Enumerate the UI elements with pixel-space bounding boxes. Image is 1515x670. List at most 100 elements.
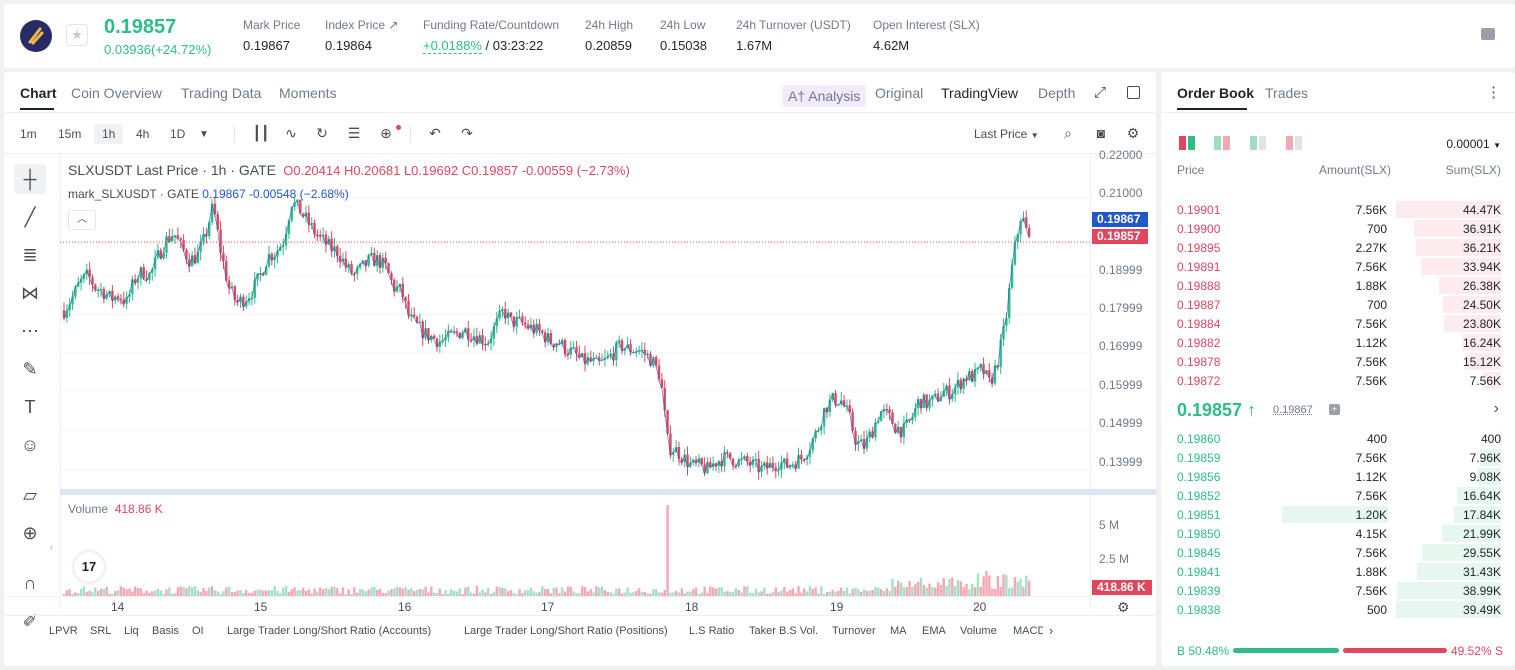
gear-icon[interactable]: ⚙ xyxy=(1126,125,1140,141)
expand-icon[interactable]: ⤢ xyxy=(1094,84,1107,101)
book-icon[interactable] xyxy=(1481,28,1495,40)
view-original[interactable]: Original xyxy=(875,85,924,101)
volume-bar xyxy=(575,593,578,597)
indicator-taker-vol[interactable]: Taker B.S Vol. xyxy=(749,625,819,637)
bid-row[interactable]: 0.19839 7.56K 38.99K xyxy=(1161,581,1515,600)
indicator-ma[interactable]: MA xyxy=(890,625,907,637)
volume-bar xyxy=(623,592,627,597)
indicator-oi[interactable]: OI xyxy=(192,625,204,637)
bid-row[interactable]: 0.19860 400 400 xyxy=(1161,429,1515,448)
bid-row[interactable]: 0.19851 1.20K 17.84K xyxy=(1161,505,1515,524)
view-asks-icon[interactable] xyxy=(1286,136,1302,150)
more-options-icon[interactable]: ⋮ xyxy=(1486,84,1501,101)
indicator-large-trader-accounts[interactable]: Large Trader Long/Short Ratio (Accounts) xyxy=(227,625,432,637)
tab-moments[interactable]: Moments xyxy=(279,85,337,101)
zoom-in-icon[interactable]: ⊕ xyxy=(22,523,38,543)
magnet-icon[interactable]: ∩ xyxy=(23,573,37,593)
bid-row[interactable]: 0.19852 7.56K 16.64K xyxy=(1161,486,1515,505)
channel-icon[interactable]: ⋯ xyxy=(21,321,39,341)
volume-bar xyxy=(692,589,695,597)
pattern-icon[interactable]: ⋈ xyxy=(21,283,39,303)
indicator-ls-ratio[interactable]: L.S Ratio xyxy=(689,625,735,637)
view-both-alt-icon[interactable] xyxy=(1214,136,1230,150)
ask-row[interactable]: 0.19891 7.56K 33.94K xyxy=(1161,257,1515,276)
candle-body xyxy=(504,308,507,319)
bid-row[interactable]: 0.19850 4.15K 21.99K xyxy=(1161,524,1515,543)
indicator-ema[interactable]: EMA xyxy=(922,625,946,637)
view-bids-icon[interactable] xyxy=(1250,136,1266,150)
trendline-icon[interactable]: ╱ xyxy=(24,207,36,227)
candle-type-icon[interactable]: ┃┃ xyxy=(252,125,270,141)
text-icon[interactable]: T xyxy=(24,397,36,417)
indicator-turnover[interactable]: Turnover xyxy=(832,625,876,637)
view-depth[interactable]: Depth xyxy=(1038,85,1076,101)
collapse-legend-icon[interactable]: ︿ xyxy=(68,210,96,230)
indicators-icon[interactable]: ∿ xyxy=(285,125,297,141)
timeframe-1m[interactable]: 1m xyxy=(20,127,37,141)
ask-row[interactable]: 0.19872 7.56K 7.56K xyxy=(1161,371,1515,390)
stat-funding-rate[interactable]: Funding Rate/Countdown +0.0188% / 03:23:… xyxy=(423,18,560,54)
crosshair-icon[interactable]: ┼ xyxy=(14,164,46,194)
ask-row[interactable]: 0.19882 1.12K 16.24K xyxy=(1161,333,1515,352)
ask-row[interactable]: 0.19895 2.27K 36.21K xyxy=(1161,238,1515,257)
candlestick-chart[interactable] xyxy=(60,153,1090,489)
indicator-macd[interactable]: MACD xyxy=(1013,625,1043,637)
view-tradingview[interactable]: TradingView xyxy=(941,85,1019,101)
bid-row[interactable]: 0.19859 7.56K 7.96K xyxy=(1161,448,1515,467)
view-both-icon[interactable] xyxy=(1179,136,1195,150)
indicator-volume[interactable]: Volume xyxy=(960,625,997,637)
timeframe-15m[interactable]: 15m xyxy=(58,127,82,141)
tab-order-book[interactable]: Order Book xyxy=(1177,85,1255,101)
camera-icon[interactable]: ◙ xyxy=(1096,125,1106,141)
ask-row[interactable]: 0.19878 7.56K 15.12K xyxy=(1161,352,1515,371)
ai-analysis-button[interactable]: A† Analysis xyxy=(782,85,867,107)
ask-row[interactable]: 0.19901 7.56K 44.47K xyxy=(1161,200,1515,219)
indicator-lpvr[interactable]: LPVR xyxy=(49,625,78,637)
indicator-srl[interactable]: SRL xyxy=(90,625,112,637)
precision-select[interactable]: 0.00001 ▼ xyxy=(1446,137,1501,151)
replay-icon[interactable]: ↻ xyxy=(316,125,328,141)
lock-draw-icon[interactable]: ✐ xyxy=(22,611,38,631)
tab-trading-data[interactable]: Trading Data xyxy=(181,85,262,101)
tab-coin-overview[interactable]: Coin Overview xyxy=(71,85,163,101)
search-icon[interactable]: ⌕ xyxy=(1064,125,1072,141)
chart-settings-icon[interactable]: ⚙ xyxy=(1117,599,1130,615)
ask-row[interactable]: 0.19887 700 24.50K xyxy=(1161,295,1515,314)
brush-icon[interactable]: ✎ xyxy=(22,359,38,379)
price-source-select[interactable]: Last Price ▼ xyxy=(974,127,1039,141)
bid-row[interactable]: 0.19838 500 39.49K xyxy=(1161,600,1515,619)
bid-row[interactable]: 0.19845 7.56K 29.55K xyxy=(1161,543,1515,562)
ask-row[interactable]: 0.19900 700 36.91K xyxy=(1161,219,1515,238)
add-indicator-icon[interactable]: ⊕ xyxy=(380,125,392,141)
ruler-icon[interactable]: ▱ xyxy=(23,485,37,505)
info-icon[interactable]: + xyxy=(1329,404,1340,415)
templates-icon[interactable]: ☰ xyxy=(347,125,361,141)
ask-row[interactable]: 0.19888 1.88K 26.38K xyxy=(1161,276,1515,295)
chevron-right-icon[interactable]: › xyxy=(1493,400,1499,417)
ask-row[interactable]: 0.19884 7.56K 23.80K xyxy=(1161,314,1515,333)
indicators-next-icon[interactable]: › xyxy=(1049,623,1054,638)
timeframe-dropdown-icon[interactable]: ▼ xyxy=(199,129,209,140)
candle-body xyxy=(299,199,302,214)
tab-trades[interactable]: Trades xyxy=(1265,85,1309,101)
tab-chart[interactable]: Chart xyxy=(20,85,57,101)
indicator-large-trader-positions[interactable]: Large Trader Long/Short Ratio (Positions… xyxy=(464,625,668,637)
stat-index-price[interactable]: Index Price ↗ 0.19864 xyxy=(325,18,399,53)
timeframe-1d[interactable]: 1D xyxy=(170,127,186,141)
volume-chart[interactable] xyxy=(60,497,1090,597)
collapse-toolbar-icon[interactable]: ‹ xyxy=(50,542,53,552)
fib-lines-icon[interactable]: ≣ xyxy=(22,245,38,265)
undo-icon[interactable]: ↶ xyxy=(429,125,441,141)
bid-row[interactable]: 0.19841 1.88K 31.43K xyxy=(1161,562,1515,581)
emoji-icon[interactable]: ☺ xyxy=(20,435,40,455)
indicator-basis[interactable]: Basis xyxy=(152,625,179,637)
window-icon[interactable] xyxy=(1127,86,1140,99)
indicator-liq[interactable]: Liq xyxy=(124,625,139,637)
redo-icon[interactable]: ↷ xyxy=(461,125,473,141)
volume-bar xyxy=(555,587,558,597)
bid-row[interactable]: 0.19856 1.12K 9.08K xyxy=(1161,467,1515,486)
favorite-star-icon[interactable]: ★ xyxy=(66,24,88,46)
timeframe-4h[interactable]: 4h xyxy=(136,127,150,141)
timeframe-1h[interactable]: 1h xyxy=(94,124,124,144)
tradingview-logo[interactable]: 17 xyxy=(74,552,104,582)
